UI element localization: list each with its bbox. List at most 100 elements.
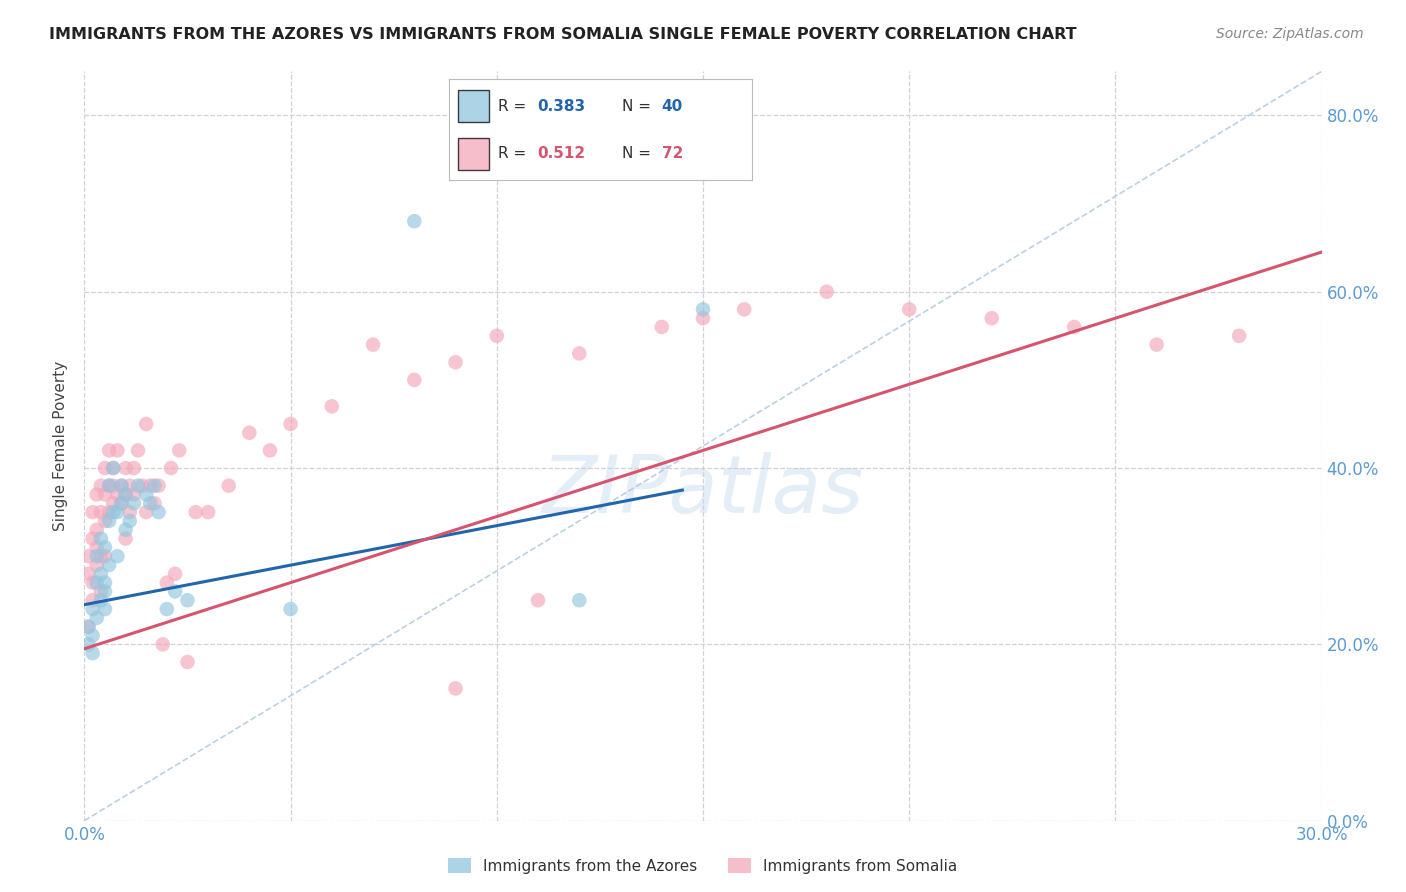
- Point: [103, 461, 125, 475]
- Point: [135, 417, 157, 431]
- Point: [94, 584, 117, 599]
- Point: [404, 373, 426, 387]
- Point: [94, 575, 117, 590]
- Point: [361, 337, 384, 351]
- Point: [90, 549, 112, 564]
- Point: [77, 549, 100, 564]
- Point: [82, 602, 104, 616]
- Point: [184, 505, 207, 519]
- Point: [98, 478, 121, 492]
- Point: [167, 443, 190, 458]
- Point: [86, 541, 108, 555]
- Y-axis label: Single Female Poverty: Single Female Poverty: [53, 361, 69, 531]
- Point: [127, 443, 149, 458]
- Point: [103, 496, 125, 510]
- Point: [103, 505, 125, 519]
- Point: [94, 602, 117, 616]
- Point: [568, 593, 591, 607]
- Point: [692, 311, 714, 326]
- Point: [94, 461, 117, 475]
- Point: [82, 593, 104, 607]
- Point: [110, 478, 132, 492]
- Point: [135, 505, 157, 519]
- Point: [485, 328, 508, 343]
- Point: [77, 620, 100, 634]
- Point: [898, 302, 921, 317]
- Text: ZIPatlas: ZIPatlas: [541, 452, 865, 530]
- Point: [980, 311, 1002, 326]
- Point: [94, 487, 117, 501]
- Point: [110, 496, 132, 510]
- Point: [103, 478, 125, 492]
- Point: [280, 602, 302, 616]
- Point: [122, 496, 145, 510]
- Point: [77, 566, 100, 581]
- Point: [90, 505, 112, 519]
- Point: [82, 532, 104, 546]
- Legend: Immigrants from the Azores, Immigrants from Somalia: Immigrants from the Azores, Immigrants f…: [443, 852, 963, 880]
- Point: [90, 478, 112, 492]
- Point: [280, 417, 302, 431]
- Point: [527, 593, 550, 607]
- Point: [321, 400, 343, 414]
- Point: [238, 425, 260, 440]
- Point: [103, 461, 125, 475]
- Point: [114, 461, 136, 475]
- Point: [122, 487, 145, 501]
- Point: [148, 505, 170, 519]
- Point: [105, 487, 128, 501]
- Point: [90, 584, 112, 599]
- Point: [404, 214, 426, 228]
- Point: [176, 655, 198, 669]
- Point: [139, 478, 162, 492]
- Point: [98, 478, 121, 492]
- Point: [90, 532, 112, 546]
- Point: [118, 505, 141, 519]
- Point: [127, 478, 149, 492]
- Text: Source: ZipAtlas.com: Source: ZipAtlas.com: [1216, 27, 1364, 41]
- Point: [82, 505, 104, 519]
- Point: [692, 302, 714, 317]
- Point: [77, 620, 100, 634]
- Point: [165, 566, 187, 581]
- Point: [218, 478, 240, 492]
- Point: [98, 443, 121, 458]
- Point: [90, 593, 112, 607]
- Point: [165, 584, 187, 599]
- Point: [90, 566, 112, 581]
- Point: [77, 637, 100, 651]
- Point: [131, 478, 153, 492]
- Point: [160, 461, 183, 475]
- Point: [114, 487, 136, 501]
- Point: [1227, 328, 1250, 343]
- Point: [94, 514, 117, 528]
- Point: [98, 505, 121, 519]
- Point: [110, 496, 132, 510]
- Point: [105, 549, 128, 564]
- Point: [156, 602, 179, 616]
- Text: IMMIGRANTS FROM THE AZORES VS IMMIGRANTS FROM SOMALIA SINGLE FEMALE POVERTY CORR: IMMIGRANTS FROM THE AZORES VS IMMIGRANTS…: [49, 27, 1077, 42]
- Point: [148, 478, 170, 492]
- Point: [139, 496, 162, 510]
- Point: [733, 302, 755, 317]
- Point: [86, 523, 108, 537]
- Point: [86, 575, 108, 590]
- Point: [135, 487, 157, 501]
- Point: [1063, 320, 1085, 334]
- Point: [118, 514, 141, 528]
- Point: [176, 593, 198, 607]
- Point: [82, 646, 104, 660]
- Point: [568, 346, 591, 360]
- Point: [143, 478, 166, 492]
- Point: [152, 637, 174, 651]
- Point: [259, 443, 281, 458]
- Point: [143, 496, 166, 510]
- Point: [815, 285, 838, 299]
- Point: [444, 681, 467, 696]
- Point: [156, 575, 179, 590]
- Point: [114, 532, 136, 546]
- Point: [82, 628, 104, 642]
- Point: [82, 575, 104, 590]
- Point: [94, 549, 117, 564]
- Point: [94, 541, 117, 555]
